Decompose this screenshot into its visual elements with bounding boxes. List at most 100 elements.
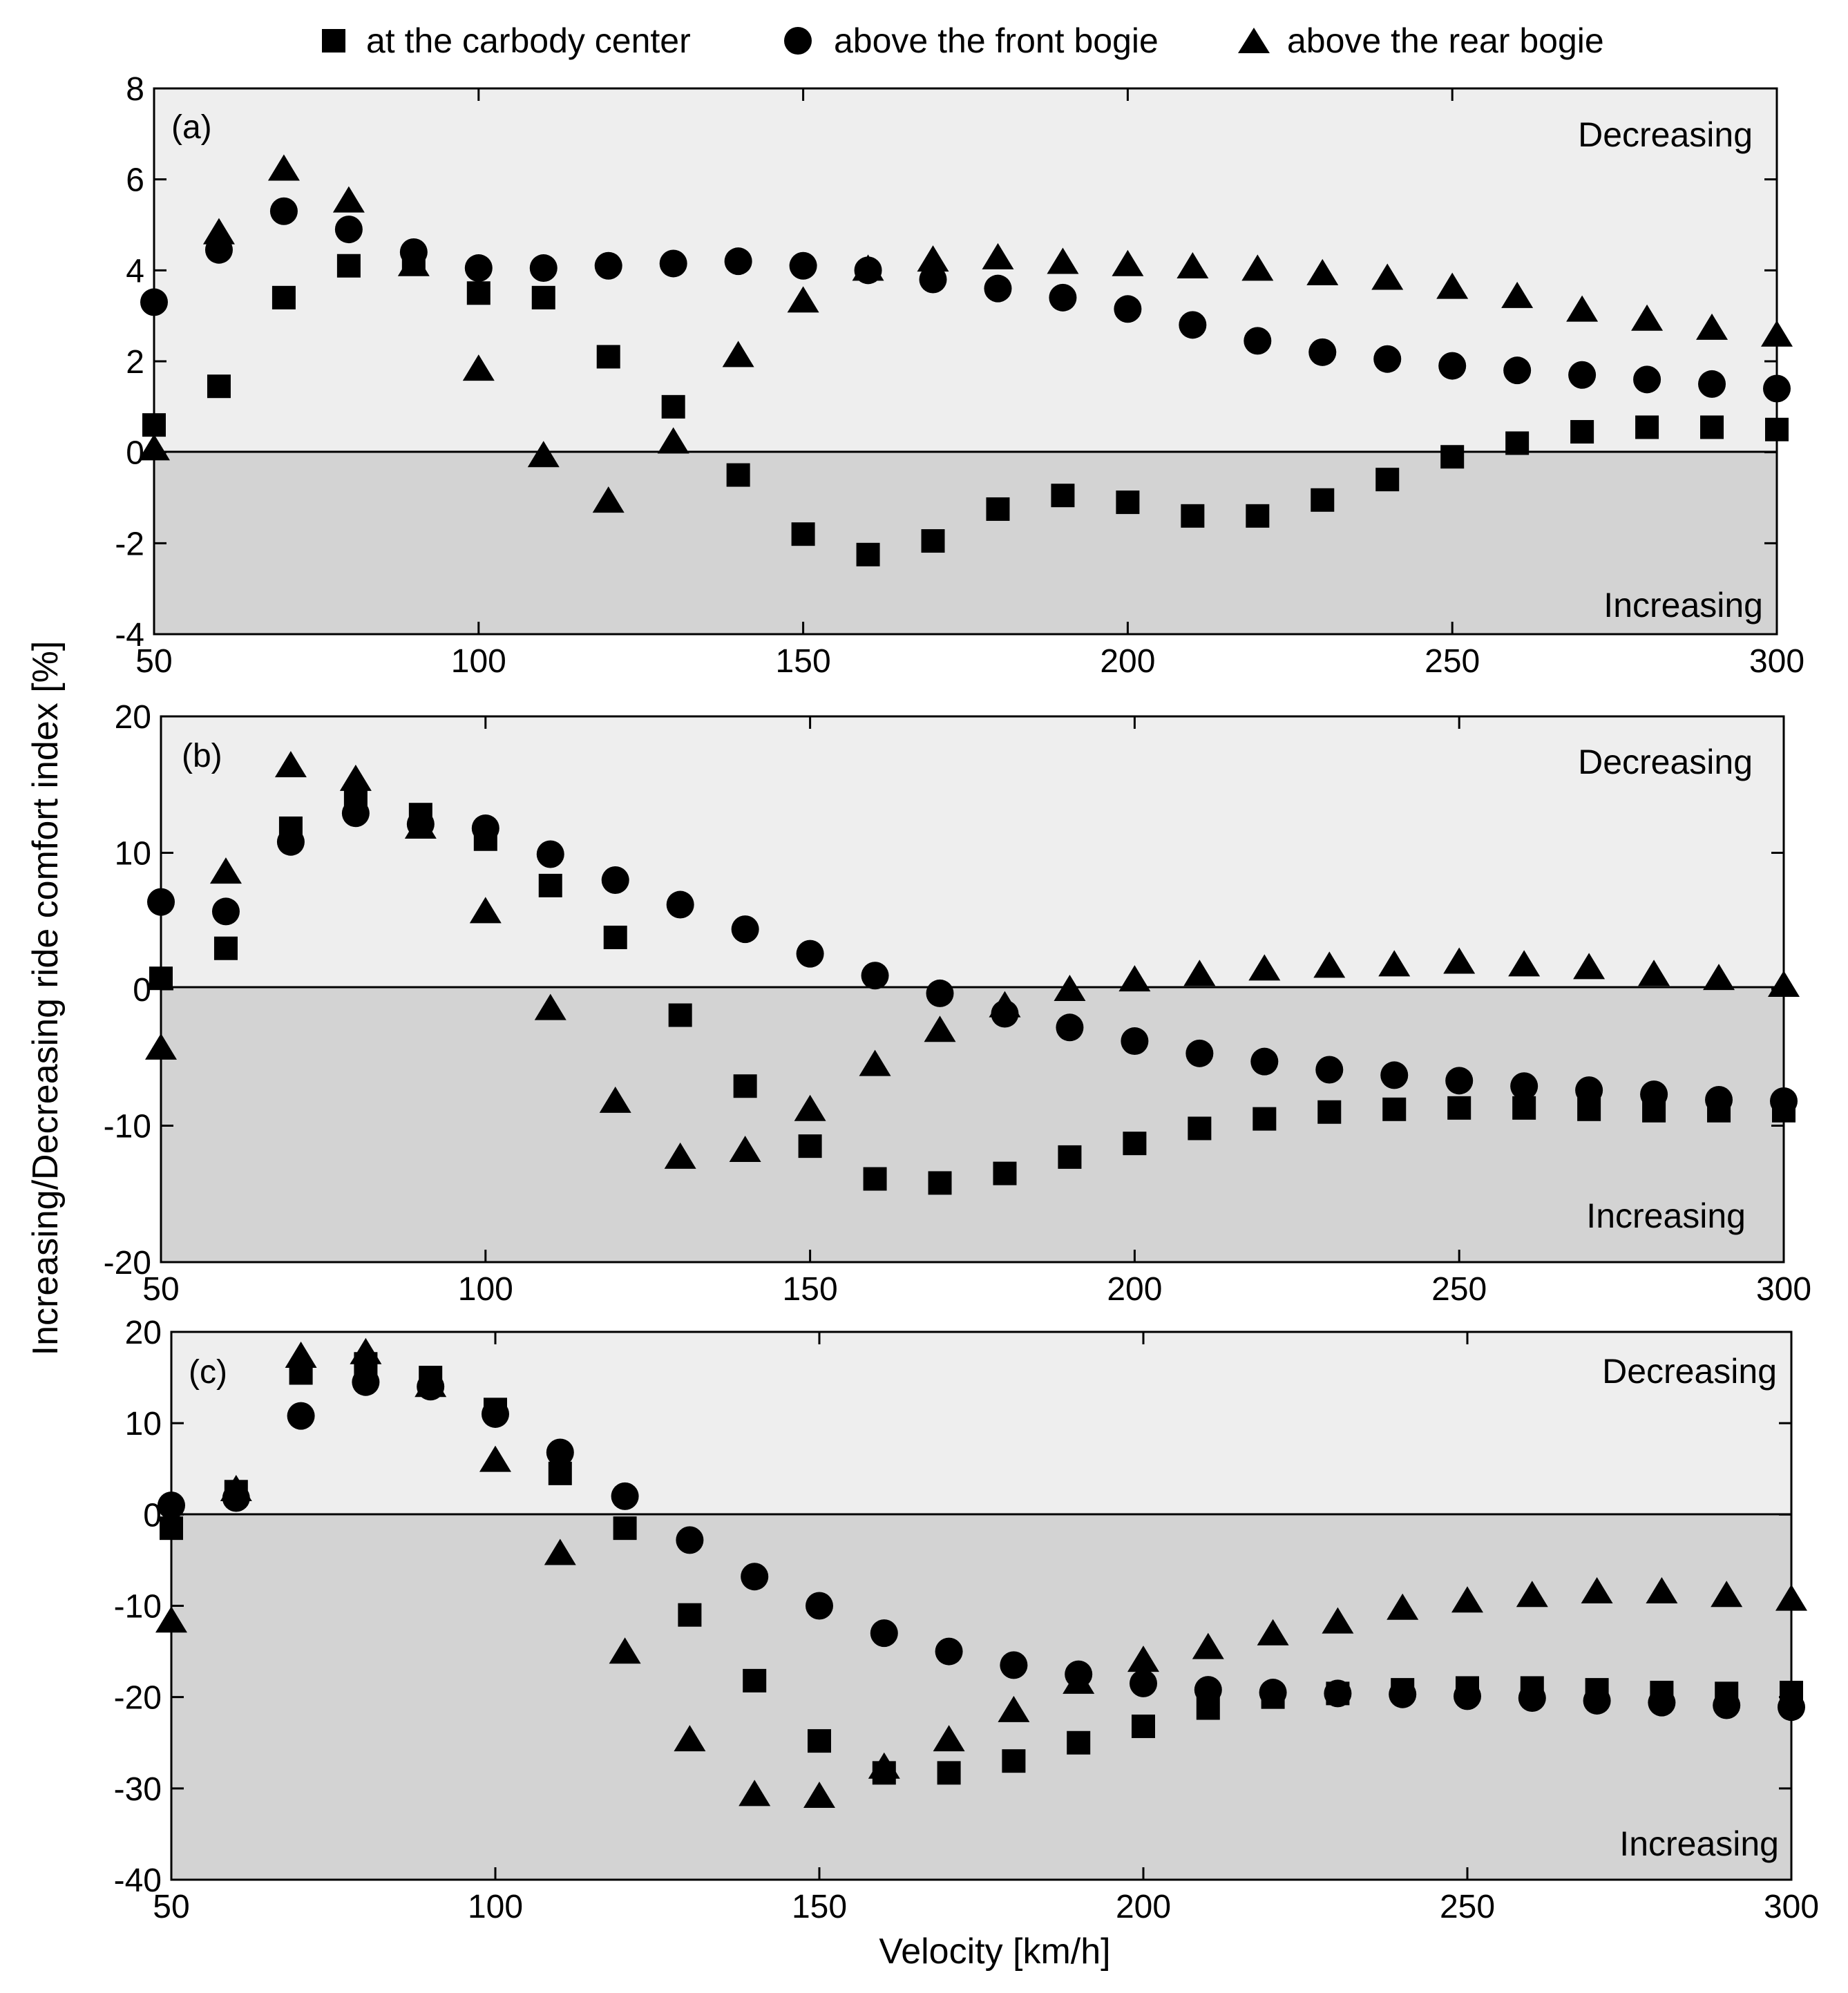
panel-b-rear-bogie-point bbox=[924, 1015, 956, 1042]
legend-triangle-marker bbox=[1238, 28, 1270, 53]
panel-c-front-bogie-point bbox=[741, 1563, 769, 1591]
panel-b-x-ticks: 50 100 150 200 250 300 bbox=[142, 716, 1811, 1308]
panel-b-x-tick-label: 250 bbox=[1431, 1271, 1487, 1308]
panel-a-front-bogie-point bbox=[594, 251, 622, 280]
panel-b-front-bogie-point bbox=[601, 866, 629, 894]
panel-a-y-tick-label: 0 bbox=[126, 435, 144, 472]
panel-a-front-bogie-point bbox=[1633, 365, 1661, 394]
panel-b-x-tick-label: 100 bbox=[458, 1271, 513, 1308]
panel-a-carbody-center-point bbox=[1635, 415, 1659, 439]
panel-a-rear-bogie-point bbox=[982, 242, 1014, 269]
panel-b-rear-bogie-point bbox=[404, 812, 437, 839]
panel-b-front-bogie-point bbox=[731, 915, 759, 944]
panel-c-x-tick-label: 200 bbox=[1116, 1889, 1171, 1925]
panel-b-rear-bogie-point bbox=[794, 1094, 826, 1121]
panel-a-carbody-center-point bbox=[272, 285, 296, 309]
legend-label-carbody-center: at the carbody center bbox=[366, 21, 691, 60]
panel-a-front-bogie-point bbox=[1373, 345, 1402, 373]
panel-c-front-bogie-point bbox=[1324, 1679, 1352, 1708]
panel-b-rear-bogie-point bbox=[145, 1033, 177, 1060]
panel-b-carbody-center-point bbox=[993, 1161, 1017, 1185]
panel-b-front-bogie-point bbox=[1575, 1076, 1603, 1105]
panel-a-rear-bogie-point bbox=[787, 286, 819, 313]
panel-a-carbody-center-point bbox=[1051, 484, 1075, 508]
panel-b-front-bogie-point bbox=[1315, 1056, 1344, 1084]
panel-b-carbody-center-point bbox=[1382, 1097, 1407, 1121]
panel-c-carbody-center-point bbox=[808, 1729, 831, 1753]
panel-a-carbody-center-point bbox=[531, 285, 555, 309]
panel-a-rear-bogie-point bbox=[722, 341, 754, 368]
panel-a-y-ticks: -4 -2 0 2 4 6 8 bbox=[115, 71, 1777, 654]
panel-c-rear-bogie-point bbox=[1322, 1607, 1354, 1634]
panel-a-x-tick-label: 150 bbox=[776, 643, 831, 680]
panel-c-rear-bogie-point bbox=[155, 1606, 187, 1633]
panel-b-rear-bogie-point bbox=[1638, 960, 1670, 986]
panel-c-front-bogie-point bbox=[1000, 1651, 1028, 1679]
panel-c-front-bogie-point bbox=[1713, 1691, 1741, 1719]
panel-c-front-bogie-point bbox=[1194, 1676, 1222, 1704]
panel-b-y-tick-label: -10 bbox=[104, 1109, 151, 1145]
panel-a-rear-bogie-point bbox=[332, 186, 365, 213]
panel-a-x-tick-label: 250 bbox=[1425, 643, 1480, 680]
panel-b-rear-bogie-point bbox=[1703, 964, 1735, 991]
panel-c-carbody-center-point bbox=[678, 1603, 702, 1627]
panel-b-rear-bogie-point bbox=[1313, 951, 1346, 978]
panel-c-front-bogie-point bbox=[158, 1491, 185, 1520]
panel-b-rear-bogie-point bbox=[1508, 950, 1541, 977]
panel-a-carbody-center-point bbox=[207, 374, 231, 399]
panel-a-x-tick-label: 300 bbox=[1749, 643, 1804, 680]
panel-c-rear-bogie-point bbox=[350, 1337, 382, 1364]
panel-a-x-ticks: 50 100 150 200 250 300 bbox=[135, 88, 1804, 680]
panel-a-front-bogie-point bbox=[529, 254, 558, 283]
panel-a-front-bogie-point bbox=[919, 265, 947, 294]
panel-c-rear-bogie-point bbox=[1192, 1632, 1224, 1659]
panel-a-rear-bogie-point bbox=[527, 441, 560, 468]
legend-label-front-bogie: above the front bogie bbox=[834, 21, 1159, 60]
panel-b-rear-bogie-point bbox=[599, 1086, 631, 1113]
panel-b-rear-bogie-point bbox=[729, 1136, 761, 1163]
panel-c-x-ticks: 50 100 150 200 250 300 bbox=[153, 1332, 1819, 1925]
panel-b-carbody-center-point bbox=[1252, 1107, 1277, 1131]
panel-b-front-bogie-point bbox=[796, 940, 824, 968]
panel-b-front-bogie-point bbox=[1770, 1087, 1798, 1115]
panel-b-rear-bogie-point bbox=[989, 991, 1021, 1018]
panel-b-front-bogie-point bbox=[147, 888, 175, 916]
panel-b-rear-bogie-point bbox=[274, 751, 307, 778]
panel-c-rear-bogie-point bbox=[220, 1474, 252, 1501]
panel-b-front-bogie-point bbox=[1185, 1039, 1214, 1067]
panel-a-carbody-center-point bbox=[726, 463, 750, 487]
panel-a-front-bogie-point bbox=[269, 197, 298, 225]
panel-a-label: (a) bbox=[171, 109, 212, 146]
panel-a-carbody-center-point bbox=[661, 394, 685, 419]
panel-c-increasing-label: Increasing bbox=[1619, 1824, 1779, 1863]
panel-a-rear-bogie-point bbox=[1371, 263, 1404, 290]
panel-c-rear-bogie-point bbox=[1711, 1581, 1743, 1608]
panel-a-y-tick-label: 6 bbox=[126, 162, 144, 199]
panel-c-rear-bogie-point bbox=[998, 1695, 1030, 1722]
panel-b-rear-bogie-point bbox=[1768, 971, 1800, 998]
panel-b-x-tick-label: 150 bbox=[783, 1271, 838, 1308]
panel-a-front-bogie-point bbox=[1049, 283, 1077, 312]
panel-a-front-bogie-point bbox=[1114, 295, 1142, 323]
panel-a-carbody-center-point bbox=[336, 254, 361, 278]
panel-c-region-decreasing bbox=[171, 1332, 1791, 1514]
panel-b-carbody-center-point bbox=[213, 936, 238, 960]
panel-b-carbody-center-point bbox=[1123, 1132, 1147, 1156]
panel-b-y-ticks: -20 -10 0 10 20 bbox=[104, 699, 1784, 1281]
panel-a-front-bogie-point bbox=[659, 249, 687, 278]
panel-b-front-bogie-point bbox=[1056, 1013, 1084, 1042]
panel-c-y-tick-label: -10 bbox=[114, 1589, 162, 1625]
panel-c-carbody-center-point bbox=[937, 1761, 961, 1785]
panel-a-carbody-center-point bbox=[921, 529, 945, 553]
panel-c-front-bogie-point bbox=[611, 1482, 639, 1510]
panel-b-carbody-center-point bbox=[733, 1074, 757, 1098]
panel-a-rear-bogie-point bbox=[1501, 281, 1534, 308]
panel-b-rear-bogie-point bbox=[1378, 950, 1411, 977]
panel-a-region-decreasing bbox=[154, 88, 1777, 452]
panel-b-carbody-center-point bbox=[668, 1003, 692, 1027]
panel-b: 50 100 150 200 250 300 -20 -10 0 10 20 (b) Decrea… bbox=[104, 699, 1811, 1308]
panel-b-front-bogie-point bbox=[1640, 1080, 1668, 1109]
panel-b-front-bogie-point bbox=[1510, 1072, 1539, 1100]
panel-c-y-tick-label: 20 bbox=[125, 1315, 162, 1351]
